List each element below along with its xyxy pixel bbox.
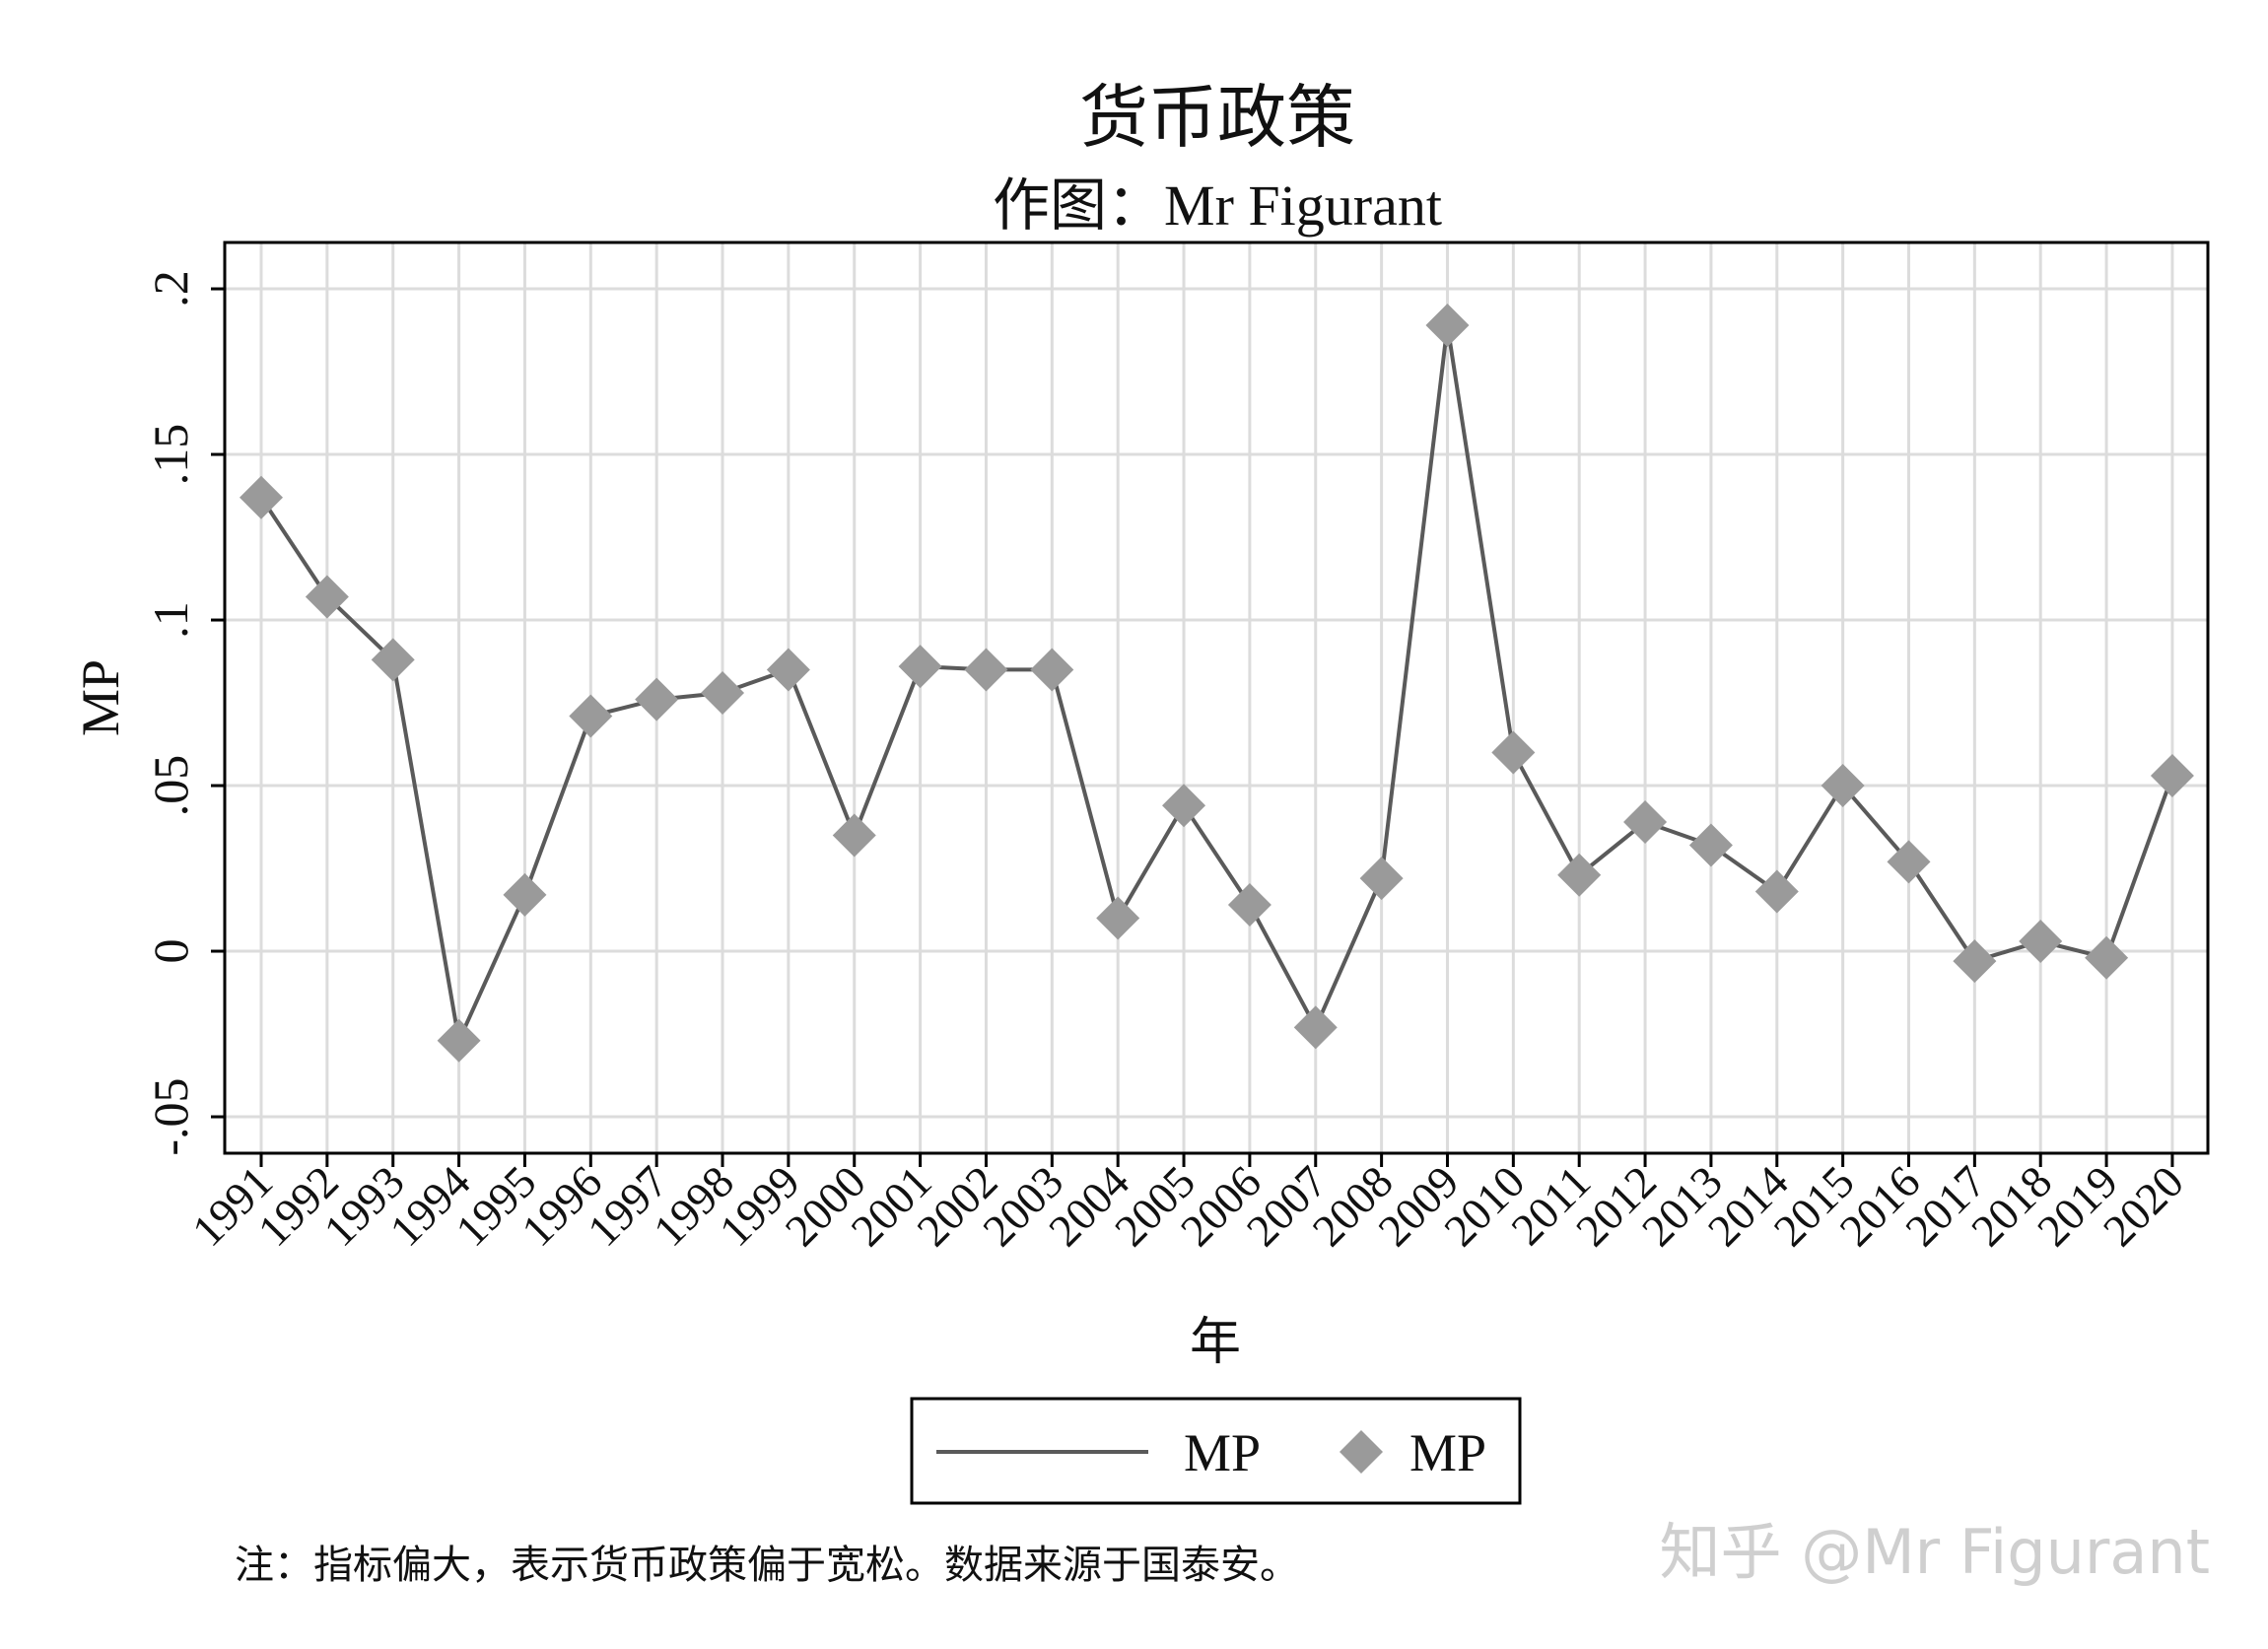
data-point [898,645,942,689]
data-point [1887,840,1931,884]
footnote: 注：指标偏大，表示货币政策偏于宽松。数据来源于国泰安。 [235,1543,1299,1588]
data-point [371,638,415,682]
data-point [1953,939,1997,984]
data-point [1688,823,1733,867]
data-point [569,694,613,738]
chart-subtitle: 作图：Mr Figurant [993,173,1442,238]
data-point [1821,764,1865,808]
data-point [832,813,876,858]
data-point [1096,896,1140,940]
grid-lines [225,242,2208,1153]
series-line-mp [259,323,2174,1043]
data-point [2085,935,2129,980]
data-point [2019,919,2063,963]
legend: MP MP [910,1397,1522,1505]
data-point [1425,304,1470,347]
x-axis-label: 年 [1190,1313,1241,1372]
series-mp-markers [240,304,2194,1063]
data-point [2150,753,2194,797]
data-point [305,575,349,619]
series-mp [259,323,2174,1043]
y-tick-labels: -.05 0 .05 .1 .15 .2 [143,270,198,1155]
data-point [1162,784,1206,828]
y-tick-label: .05 [143,755,198,817]
data-point [701,670,745,715]
data-point [1623,800,1668,844]
data-point [766,648,810,692]
y-axis-label: MP [71,659,130,736]
legend-diamond-label: MP [1409,1423,1486,1482]
y-tick-label: 0 [143,939,198,964]
data-point [1227,883,1271,927]
data-point [503,872,547,917]
watermark: 知乎 @Mr Figurant [1659,1516,2210,1588]
data-point [1557,853,1602,897]
data-point [240,475,283,519]
legend-line-label: MP [1184,1423,1261,1482]
data-point [1359,857,1404,901]
data-point [635,677,679,721]
data-point [1754,869,1799,914]
axes [211,240,2210,1167]
data-point [437,1018,481,1063]
y-tick-label: .15 [143,424,198,486]
plot-frame [223,240,2210,1155]
legend-diamond-swatch [1340,1430,1383,1474]
data-point [1293,1005,1338,1050]
data-point [964,648,1008,692]
data-point [1491,730,1536,775]
y-tick-label: .1 [143,601,198,639]
chart-title: 货币政策 [1079,77,1355,158]
y-tick-label: .2 [143,270,198,308]
y-tick-label: -.05 [143,1077,198,1155]
data-point [1030,648,1074,692]
